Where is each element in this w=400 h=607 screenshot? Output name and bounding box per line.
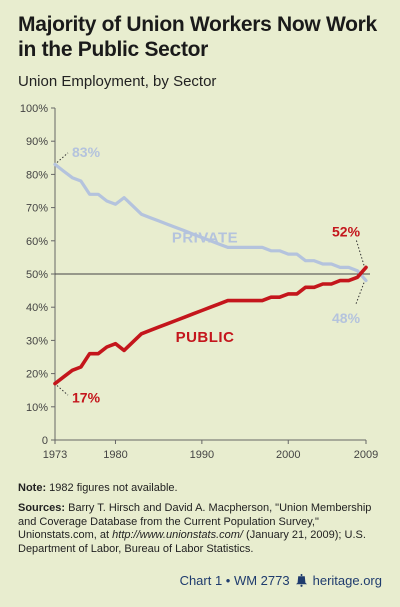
annotation-leader bbox=[355, 282, 365, 305]
x-tick-label: 1990 bbox=[190, 449, 214, 461]
sources-text-1: Barry T. Hirsch and David A. Macpherson,… bbox=[18, 502, 372, 541]
note-label: Note: bbox=[18, 482, 47, 494]
y-tick-label: 90% bbox=[26, 136, 48, 148]
x-tick-label: 2000 bbox=[276, 449, 300, 461]
annotation-leader bbox=[355, 238, 365, 266]
note-text: 1982 figures not available. bbox=[46, 482, 178, 494]
y-tick-label: 0 bbox=[42, 435, 48, 447]
chart-subtitle: Union Employment, by Sector bbox=[18, 73, 217, 90]
sources-label: Sources: bbox=[18, 502, 66, 514]
chart-title-line2: in the Public Sector bbox=[18, 38, 209, 61]
chart-title-line1: Majority of Union Workers Now Work bbox=[18, 13, 377, 36]
liberty-bell-icon bbox=[295, 574, 307, 587]
x-tick-label: 1973 bbox=[43, 449, 67, 461]
chart-sources: Sources: Barry T. Hirsch and David A. Ma… bbox=[18, 502, 380, 556]
chart-note: Note: 1982 figures not available. bbox=[18, 482, 388, 494]
series-line-public bbox=[53, 265, 368, 386]
sources-url[interactable]: http://www.unionstats.com/ bbox=[112, 529, 243, 541]
x-tick-label: 1980 bbox=[103, 449, 127, 461]
y-tick-label: 30% bbox=[26, 335, 48, 347]
y-tick-label: 50% bbox=[26, 269, 48, 281]
chart-id-label: Chart 1 • WM 2773 bbox=[179, 573, 290, 588]
series-line-private bbox=[53, 162, 368, 283]
y-tick-label: 40% bbox=[26, 302, 48, 314]
series-label-public: PUBLIC bbox=[176, 329, 235, 346]
annotation-public-end: 52% bbox=[332, 223, 361, 239]
sources-text-2: (January 21, 2009); U.S. Department of L… bbox=[18, 529, 366, 555]
heritage-brand-link[interactable]: heritage.org bbox=[312, 573, 382, 588]
y-tick-label: 80% bbox=[26, 169, 48, 181]
x-tick-label: 2009 bbox=[354, 449, 378, 461]
chart-title: Majority of Union Workers Now Work in th… bbox=[18, 12, 388, 62]
y-tick-label: 70% bbox=[26, 203, 48, 215]
annotation-private-start: 83% bbox=[72, 144, 101, 160]
chart-footer: Chart 1 • WM 2773 heritage.org bbox=[180, 573, 382, 588]
y-tick-label: 100% bbox=[20, 103, 48, 115]
annotation-leader bbox=[56, 152, 69, 163]
y-tick-label: 20% bbox=[26, 369, 48, 381]
annotation-private-end: 48% bbox=[332, 310, 361, 326]
line-chart: 0 10% 20% 30% 40% 50% 60% 70% 80% 90% 100% 1973 1980… bbox=[20, 103, 378, 461]
series-label-private: PRIVATE bbox=[172, 229, 238, 246]
y-tick-label: 10% bbox=[26, 402, 48, 414]
annotation-leader bbox=[56, 385, 69, 396]
annotation-public-start: 17% bbox=[72, 389, 101, 405]
y-tick-label: 60% bbox=[26, 236, 48, 248]
